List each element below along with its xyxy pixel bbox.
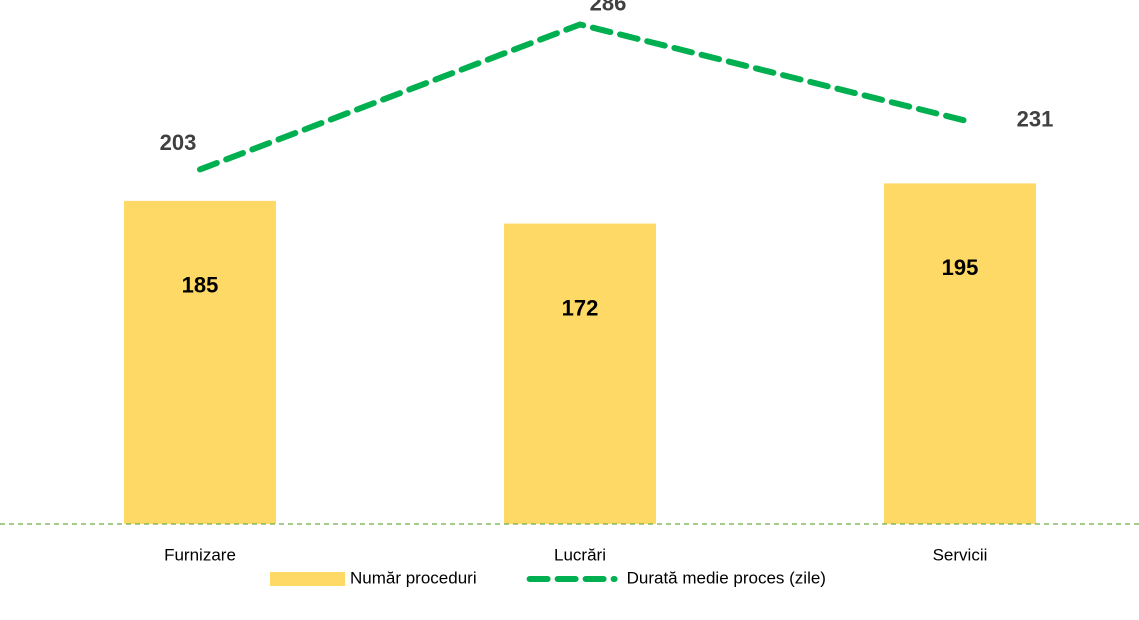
line-value-label: 203 — [160, 130, 197, 155]
line-value-label: 286 — [590, 0, 627, 15]
legend-label: Durată medie proces (zile) — [627, 568, 826, 587]
x-tick-label: Lucrări — [554, 545, 606, 564]
bar — [504, 223, 656, 524]
bar-value-label: 195 — [942, 255, 979, 280]
legend-swatch — [270, 572, 345, 586]
line-value-label: 231 — [1017, 106, 1054, 131]
x-tick-label: Furnizare — [164, 545, 236, 564]
line-series — [197, 21, 968, 173]
bar-value-label: 185 — [182, 273, 219, 298]
bar-value-label: 172 — [562, 295, 599, 320]
bar — [884, 183, 1036, 524]
bar — [124, 200, 276, 524]
legend-label: Număr proceduri — [350, 568, 477, 587]
x-tick-label: Servicii — [933, 545, 988, 564]
